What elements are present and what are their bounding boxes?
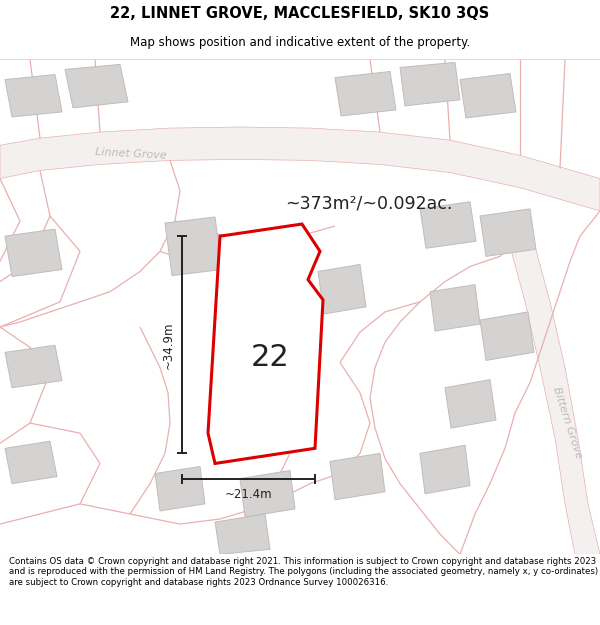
- Polygon shape: [5, 345, 62, 388]
- Polygon shape: [5, 74, 62, 117]
- Text: 22: 22: [251, 343, 289, 372]
- Polygon shape: [480, 312, 534, 361]
- Polygon shape: [5, 441, 57, 484]
- Polygon shape: [420, 445, 470, 494]
- Text: Map shows position and indicative extent of the property.: Map shows position and indicative extent…: [130, 36, 470, 49]
- Polygon shape: [208, 224, 323, 464]
- Polygon shape: [318, 264, 366, 314]
- Polygon shape: [400, 62, 460, 106]
- Text: 22, LINNET GROVE, MACCLESFIELD, SK10 3QS: 22, LINNET GROVE, MACCLESFIELD, SK10 3QS: [110, 6, 490, 21]
- Polygon shape: [165, 217, 222, 276]
- Polygon shape: [238, 250, 284, 310]
- Text: ~21.4m: ~21.4m: [224, 488, 272, 501]
- Polygon shape: [0, 127, 600, 211]
- Text: Linnet Grove: Linnet Grove: [95, 148, 167, 161]
- Text: ~34.9m: ~34.9m: [161, 321, 175, 369]
- Polygon shape: [155, 466, 205, 511]
- Text: ~373m²/~0.092ac.: ~373m²/~0.092ac.: [285, 195, 452, 213]
- Polygon shape: [510, 246, 600, 554]
- Polygon shape: [445, 379, 496, 428]
- Polygon shape: [65, 64, 128, 108]
- Polygon shape: [335, 71, 396, 116]
- Polygon shape: [330, 453, 385, 500]
- Polygon shape: [215, 514, 270, 554]
- Polygon shape: [5, 229, 62, 277]
- Text: Bittern Grove: Bittern Grove: [551, 386, 583, 460]
- Text: Contains OS data © Crown copyright and database right 2021. This information is : Contains OS data © Crown copyright and d…: [9, 557, 598, 587]
- Polygon shape: [480, 209, 536, 256]
- Polygon shape: [240, 471, 295, 517]
- Polygon shape: [420, 202, 476, 248]
- Polygon shape: [460, 74, 516, 118]
- Polygon shape: [430, 284, 480, 331]
